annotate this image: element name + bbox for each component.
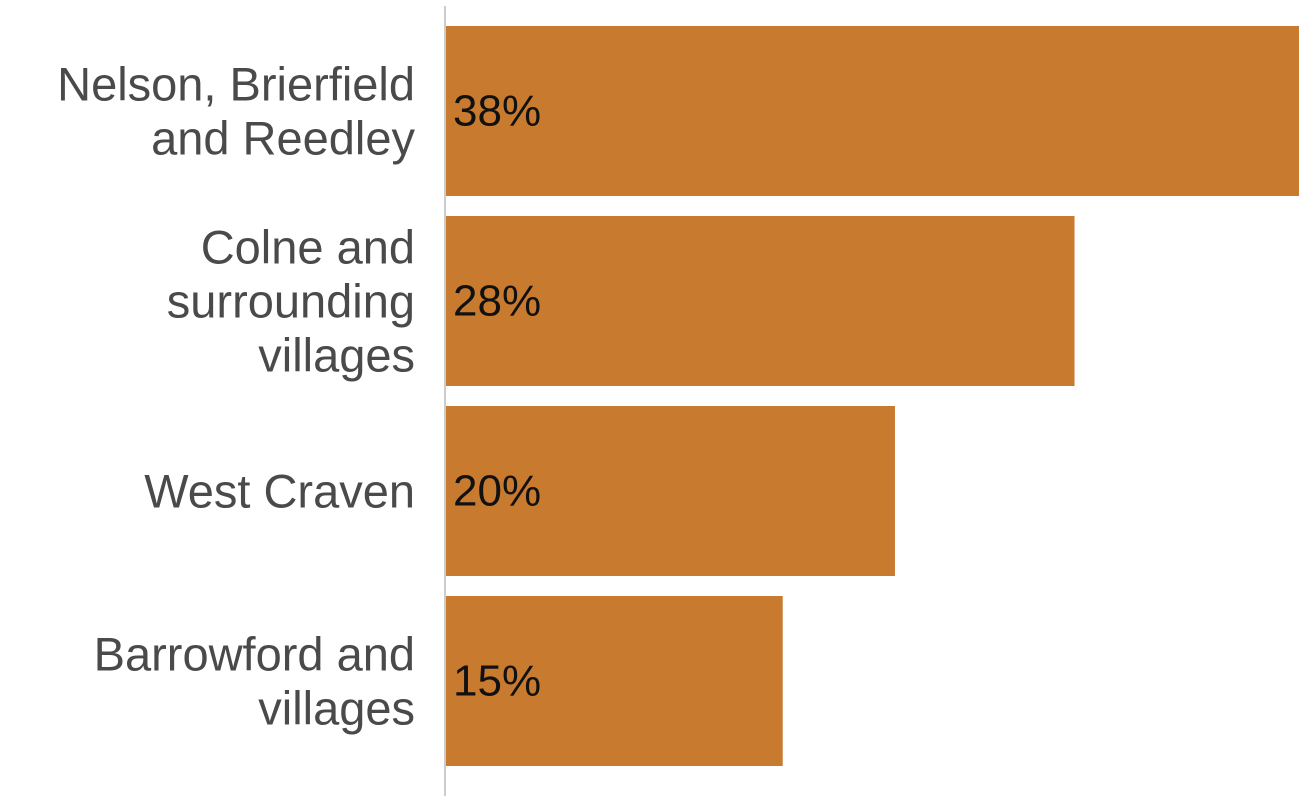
category-label-line: and Reedley bbox=[151, 112, 415, 165]
category-label-line: Colne and bbox=[201, 221, 415, 274]
bar-3 bbox=[446, 596, 783, 766]
category-label-line: Nelson, Brierfield bbox=[57, 58, 415, 111]
bar-2 bbox=[446, 406, 895, 576]
bar-0 bbox=[446, 26, 1299, 196]
category-label-1: Colne and surrounding villages bbox=[167, 221, 415, 382]
category-label-line: Barrowford and bbox=[94, 628, 415, 681]
category-label-line: surrounding bbox=[167, 275, 415, 328]
category-label-3: Barrowford and villages bbox=[94, 628, 415, 735]
category-label-line: villages bbox=[258, 329, 415, 382]
category-label-2: West Craven bbox=[144, 465, 415, 518]
value-label-2: 20% bbox=[453, 467, 541, 516]
category-label-line: West Craven bbox=[144, 465, 415, 518]
bar-1 bbox=[446, 216, 1075, 386]
value-labels-group: 38% 28% 20% 15% bbox=[453, 87, 541, 706]
category-labels-group: Nelson, Brierfield and Reedley Colne and su… bbox=[57, 58, 415, 735]
value-label-0: 38% bbox=[453, 87, 541, 136]
category-label-line: villages bbox=[258, 682, 415, 735]
bars-group bbox=[446, 26, 1299, 766]
value-label-3: 15% bbox=[453, 657, 541, 706]
category-label-0: Nelson, Brierfield and Reedley bbox=[57, 58, 415, 165]
value-label-1: 28% bbox=[453, 277, 541, 326]
